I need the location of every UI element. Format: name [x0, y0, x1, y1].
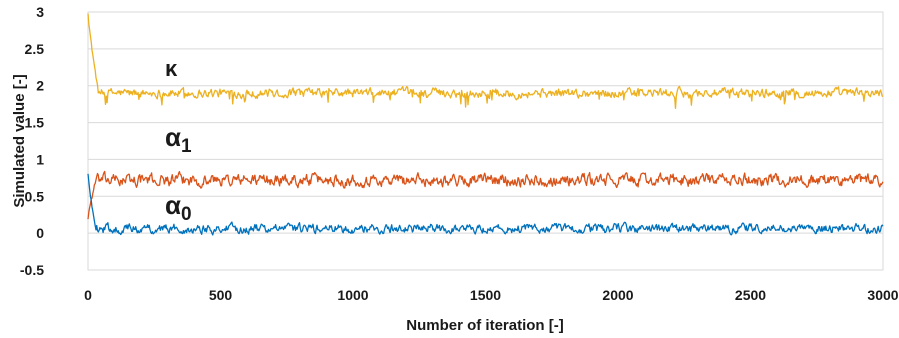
x-tick-label: 2500 — [735, 287, 766, 303]
y-tick-label: 0 — [36, 225, 44, 241]
y-axis-title: Simulated value [-] — [11, 74, 28, 207]
y-tick-label: 2 — [36, 78, 44, 94]
series-label: α0 — [165, 190, 192, 225]
y-tick-labels: -0.5 0 0.5 1 1.5 2 2.5 3 — [20, 4, 44, 278]
gridlines — [88, 11, 883, 271]
x-tick-label: 1000 — [337, 287, 368, 303]
series-lines — [87, 13, 884, 236]
y-tick-label: -0.5 — [20, 262, 44, 278]
y-tick-label: 1.5 — [25, 115, 45, 131]
series-labels: κ α1 α0 — [165, 56, 192, 225]
series-label: κ — [165, 56, 178, 81]
y-tick-label: 0.5 — [25, 188, 45, 204]
series-line — [87, 170, 884, 220]
plot-area-frame — [87, 11, 884, 271]
x-tick-label: 2000 — [602, 287, 633, 303]
x-tick-labels: 0 500 1000 1500 2000 2500 3000 — [84, 287, 899, 303]
y-tick-label: 1 — [36, 151, 44, 167]
y-tick-label: 3 — [36, 4, 44, 20]
x-tick-label: 3000 — [867, 287, 898, 303]
series-line — [87, 13, 884, 110]
y-tick-label: 2.5 — [25, 41, 45, 57]
x-axis-title: Number of iteration [-] — [406, 317, 564, 334]
x-tick-label: 0 — [84, 287, 92, 303]
series-label: α1 — [165, 122, 192, 157]
x-tick-label: 1500 — [470, 287, 501, 303]
x-tick-label: 500 — [209, 287, 233, 303]
series-line — [87, 173, 884, 236]
